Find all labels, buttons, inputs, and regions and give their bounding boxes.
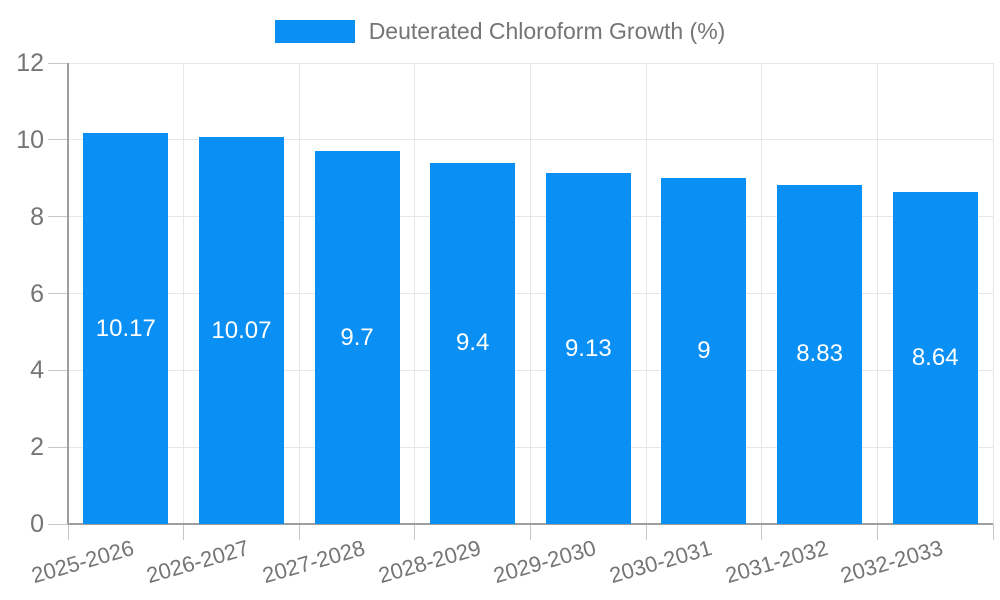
y-axis-tick — [48, 446, 68, 448]
x-axis-tick — [992, 524, 994, 540]
y-axis-tick — [48, 139, 68, 141]
legend[interactable]: Deuterated Chloroform Growth (%) — [0, 18, 1000, 45]
y-tick-label: 0 — [30, 510, 44, 538]
y-tick-label: 6 — [30, 279, 44, 308]
x-axis-tick — [645, 524, 647, 540]
bar — [892, 192, 978, 524]
bar — [661, 178, 747, 524]
bar-value-label: 10.07 — [211, 316, 272, 344]
gridline-vertical — [992, 63, 994, 524]
bar-value-label: 8.83 — [796, 340, 843, 368]
bar-value-label: 9.7 — [340, 323, 374, 351]
bar — [83, 133, 169, 524]
x-axis-tick — [67, 524, 69, 540]
y-tick-label: 4 — [30, 356, 44, 385]
legend-swatch-icon — [274, 20, 355, 43]
x-axis-line — [68, 523, 993, 525]
x-axis-tick — [530, 524, 531, 540]
bar — [777, 184, 863, 524]
y-tick-label: 12 — [16, 49, 44, 77]
gridline-vertical — [530, 63, 531, 524]
y-tick-label: 10 — [16, 125, 44, 154]
bar-value-label: 8.64 — [911, 344, 959, 372]
bar — [198, 137, 284, 524]
y-axis-tick — [48, 293, 68, 294]
gridline-vertical — [298, 63, 300, 524]
x-axis-tick — [761, 524, 763, 540]
x-axis-tick — [876, 524, 878, 540]
y-axis-tick — [48, 369, 68, 371]
bar — [545, 173, 631, 524]
gridline-vertical — [876, 63, 878, 524]
bar-value-label: 9 — [697, 337, 711, 365]
y-axis-tick — [48, 62, 68, 64]
bar-value-label: 10.17 — [95, 314, 156, 342]
y-axis-line — [67, 63, 69, 524]
y-axis-tick — [48, 523, 68, 525]
bar-value-label: 9.4 — [456, 329, 490, 357]
bar — [430, 162, 516, 524]
x-axis-tick — [183, 524, 185, 540]
x-axis-tick — [298, 524, 300, 540]
y-tick-label: 2 — [30, 433, 44, 462]
x-axis-tick — [414, 524, 416, 540]
gridline-vertical — [414, 63, 416, 524]
bar — [314, 151, 400, 524]
legend-label: Deuterated Chloroform Growth (%) — [368, 18, 726, 44]
y-axis-tick — [48, 216, 68, 218]
gridline-vertical — [645, 63, 647, 524]
gridline-vertical — [183, 63, 185, 524]
bar-value-label: 9.13 — [564, 334, 612, 362]
gridline-vertical — [761, 63, 763, 524]
y-tick-label: 8 — [30, 202, 44, 231]
